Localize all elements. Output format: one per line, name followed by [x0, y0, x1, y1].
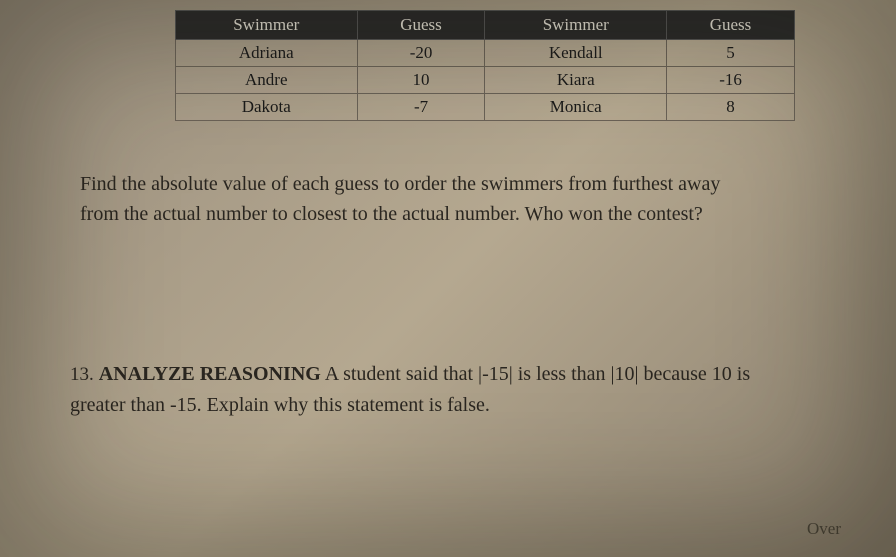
swimmer-guess-table-wrap: Swimmer Guess Swimmer Guess Adriana -20 … [175, 10, 795, 121]
cell-guess: -20 [357, 40, 485, 67]
table-header-row: Swimmer Guess Swimmer Guess [176, 11, 795, 40]
cell-guess: 10 [357, 67, 485, 94]
col-header-guess-2: Guess [667, 11, 795, 40]
col-header-swimmer-2: Swimmer [485, 11, 667, 40]
q2-line2: greater than -15. Explain why this state… [70, 394, 490, 416]
cell-guess: 8 [667, 94, 795, 121]
cell-swimmer: Adriana [176, 40, 358, 67]
cell-swimmer: Kendall [485, 40, 667, 67]
question-13-analyze-reasoning: 13. ANALYZE REASONING A student said tha… [70, 359, 836, 420]
cell-swimmer: Andre [176, 67, 358, 94]
cell-guess: 5 [667, 40, 795, 67]
question-number: 13. [70, 364, 94, 385]
q1-line2: from the actual number to closest to the… [80, 203, 703, 225]
swimmer-guess-table: Swimmer Guess Swimmer Guess Adriana -20 … [175, 10, 795, 121]
cell-swimmer: Dakota [176, 94, 358, 121]
worksheet-page: Swimmer Guess Swimmer Guess Adriana -20 … [0, 0, 896, 557]
table-row: Adriana -20 Kendall 5 [176, 40, 795, 67]
page-turn-label: Over [807, 519, 841, 539]
q1-line1: Find the absolute value of each guess to… [80, 173, 720, 195]
table-row: Andre 10 Kiara -16 [176, 67, 795, 94]
col-header-swimmer-1: Swimmer [176, 11, 358, 40]
cell-swimmer: Kiara [485, 67, 667, 94]
table-row: Dakota -7 Monica 8 [176, 94, 795, 121]
cell-swimmer: Monica [485, 94, 667, 121]
q2-part1: A student said that |-15| is less than |… [321, 363, 750, 385]
cell-guess: -16 [667, 67, 795, 94]
cell-guess: -7 [357, 94, 485, 121]
question-absolute-value: Find the absolute value of each guess to… [80, 169, 836, 229]
question-label: ANALYZE REASONING [99, 363, 321, 385]
col-header-guess-1: Guess [357, 11, 485, 40]
